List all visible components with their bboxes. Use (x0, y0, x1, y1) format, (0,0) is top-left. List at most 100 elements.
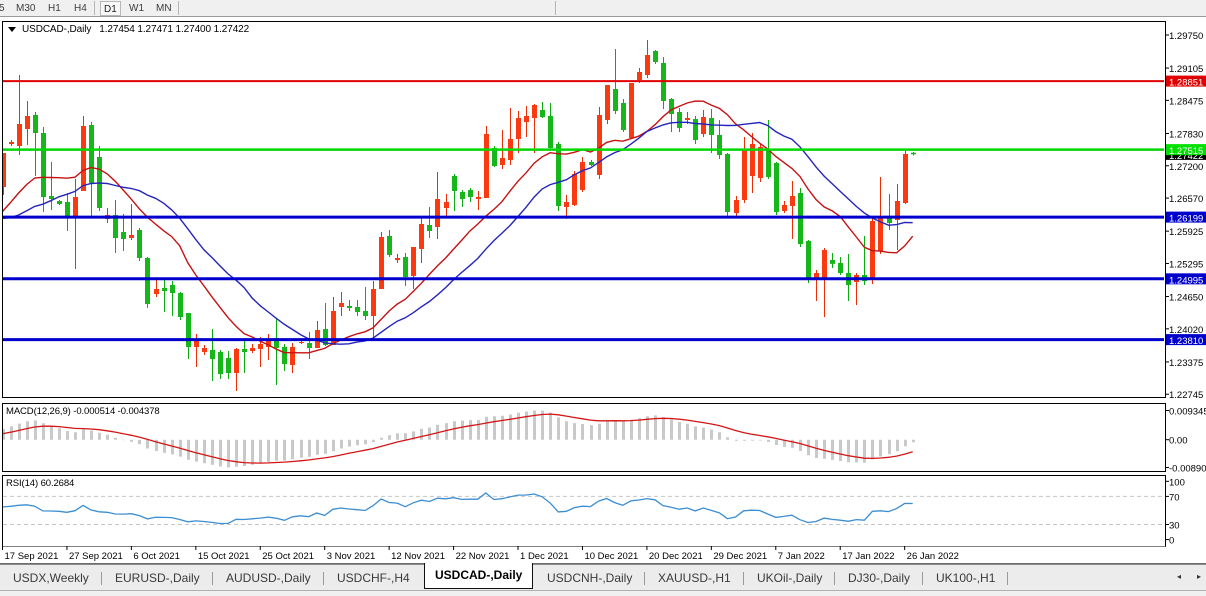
chart-tab-bar: USDX,Weekly EURUSD-,Daily AUDUSD-,Daily USD… (0, 563, 1206, 590)
date-axis-label: 20 Dec 2021 (649, 551, 703, 562)
macd-label-name: MACD(12,26,9) (6, 406, 71, 417)
tab-usdcad-daily[interactable]: USDCAD-,Daily (424, 563, 534, 589)
macd-signal-line (3, 413, 913, 464)
rsi-axis-label: 0 (1169, 536, 1174, 547)
date-axis-label: 6 Oct 2021 (133, 551, 179, 562)
price-badge-1.26199 (1166, 211, 1206, 223)
price-badge-1.24995 (1166, 273, 1206, 285)
tab-audusd-daily[interactable]: AUDUSD-,Daily (226, 571, 311, 585)
tab-ukoil-daily[interactable]: UKOil-,Daily (757, 571, 823, 585)
macd-label: MACD(12,26,9) -0.000514 -0.004378 (6, 406, 160, 417)
price-axis-label: 1.25295 (1169, 259, 1203, 270)
timeframe-button-h1[interactable]: H1 (48, 3, 61, 14)
tab-uk100-h1[interactable]: UK100-,H1 (936, 571, 996, 585)
rsi-label: RSI(14) 60.2684 (6, 478, 74, 489)
timeframe-button-m30[interactable]: M30 (16, 3, 36, 14)
price-axis-label: 1.25925 (1169, 227, 1203, 238)
tab-separator (1007, 572, 1008, 585)
bear-candle-bodies (33, 51, 916, 374)
tab-separator (101, 572, 102, 585)
tab-scroll-left-button[interactable]: ◂ (1177, 572, 1182, 581)
macd-pane-plot (3, 410, 915, 468)
main-pane-plot (3, 40, 1164, 391)
price-badge-1.23810 (1166, 334, 1206, 346)
timeframe-button-h4[interactable]: H4 (74, 3, 87, 14)
chart-symbol-period: USDCAD-,Daily (22, 24, 92, 35)
tab-separator (743, 572, 744, 585)
price-axis-label: 1.23375 (1169, 358, 1203, 369)
price-badge-1.27515 (1166, 144, 1206, 156)
price-axis-label: 1.27200 (1169, 162, 1203, 173)
timeframe-button-w1[interactable]: W1 (129, 3, 144, 14)
price-badge-text: 1.24995 (1169, 275, 1203, 286)
date-axis-label: 22 Nov 2021 (456, 551, 510, 562)
status-strip (0, 590, 1206, 596)
timeframe-button-5[interactable]: 5 (0, 3, 5, 14)
tab-separator (834, 572, 835, 585)
date-axis-label: 29 Dec 2021 (713, 551, 767, 562)
price-badge-text: 1.28851 (1169, 78, 1203, 89)
price-badge-text: 1.26199 (1169, 214, 1203, 225)
tab-usdchf-h4[interactable]: USDCHF-,H4 (337, 571, 410, 585)
date-strip (2, 546, 1166, 563)
rsi-pane-plot (3, 492, 1164, 525)
date-axis-label: 10 Dec 2021 (584, 551, 638, 562)
timeframe-button-mn[interactable]: MN (156, 3, 172, 14)
date-axis-label: 26 Jan 2022 (907, 551, 959, 562)
rsi-axis-label: 70 (1169, 492, 1180, 503)
price-axis-label: 1.28475 (1169, 96, 1203, 107)
macd-values: -0.000514 -0.004378 (73, 406, 160, 417)
price-axis-label: 1.22745 (1169, 390, 1203, 401)
chart-ohlc-values: 1.27454 1.27471 1.27400 1.27422 (99, 24, 250, 35)
date-axis-label: 12 Nov 2021 (391, 551, 445, 562)
toolbar-gap (0, 18, 1206, 21)
price-axis-label: 1.26570 (1169, 194, 1203, 205)
price-badge-text: 1.27422 (1169, 151, 1203, 162)
rsi-axis-label: 100 (1169, 477, 1185, 488)
price-badge-1.28851 (1166, 75, 1206, 87)
price-badge-text: 1.23810 (1169, 336, 1203, 347)
rsi-axis-label: 30 (1169, 521, 1180, 532)
price-axis-label: 1.24020 (1169, 325, 1203, 336)
toolbar-separator (555, 1, 556, 15)
macd-axis-label: 0.00 (1169, 436, 1188, 447)
tab-eurusd-daily[interactable]: EURUSD-,Daily (115, 571, 200, 585)
rsi-value: 60.2684 (40, 478, 75, 489)
timeframe-button-d1[interactable]: D1 (100, 1, 121, 16)
tab-separator (922, 572, 923, 585)
date-axis-label: 17 Jan 2022 (842, 551, 894, 562)
date-axis-label: 15 Oct 2021 (198, 551, 250, 562)
macd-axis-label: 0.009345 (1169, 406, 1206, 417)
macd-histogram (3, 410, 915, 468)
date-axis-label: 1 Dec 2021 (520, 551, 569, 562)
tab-separator (644, 572, 645, 585)
date-axis-label: 27 Sep 2021 (69, 551, 123, 562)
toolbar-separator (178, 1, 179, 15)
ma-slow-line (3, 121, 913, 345)
price-axis-label: 1.29750 (1169, 31, 1203, 42)
price-axis-label: 1.29105 (1169, 64, 1203, 75)
macd-axis-label: -0.00890 (1169, 464, 1206, 475)
rsi-pane[interactable] (2, 475, 1166, 547)
price-axis-label: 1.27830 (1169, 129, 1203, 140)
tab-scroll-right-button[interactable]: ▸ (1197, 572, 1202, 581)
date-axis-label: 7 Jan 2022 (778, 551, 825, 562)
tab-dj30-daily[interactable]: DJ30-,Daily (848, 571, 911, 585)
date-axis-label: 3 Nov 2021 (327, 551, 376, 562)
date-axis-label: 25 Oct 2021 (262, 551, 314, 562)
tab-xauusd-h1[interactable]: XAUUSD-,H1 (658, 571, 731, 585)
toolbar-separator (94, 1, 95, 15)
chart-dropdown-icon[interactable] (8, 26, 16, 32)
ma-fast-line (3, 100, 914, 354)
rsi-line (3, 492, 913, 525)
tab-separator (323, 572, 324, 585)
price-badge-text: 1.27515 (1169, 146, 1203, 157)
price-axis-label: 1.24650 (1169, 293, 1203, 304)
tab-usdcnh-daily[interactable]: USDCNH-,Daily (547, 571, 633, 585)
tab-separator (212, 572, 213, 585)
chart-title: USDCAD-,Daily 1.27454 1.27471 1.27400 1.2… (8, 24, 249, 35)
rsi-label-name: RSI(14) (6, 478, 39, 489)
tab-usdx-weekly[interactable]: USDX,Weekly (13, 571, 89, 585)
